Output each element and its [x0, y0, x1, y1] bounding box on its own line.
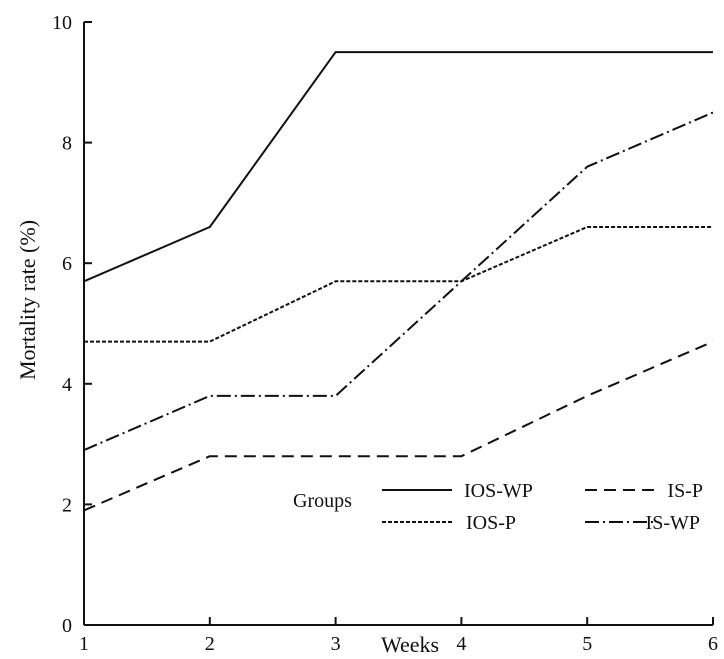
legend-title: Groups — [293, 490, 352, 512]
series-line-ios-wp — [83, 51, 713, 283]
y-tick-label: 8 — [62, 133, 72, 155]
y-tick-label: 4 — [62, 374, 72, 396]
legend: Groups IOS-WP IS-P IOS-P IS-WP — [293, 480, 703, 534]
series-line-is-wp — [83, 111, 714, 452]
x-tick-label: 1 — [79, 633, 89, 655]
series-line-is-p — [83, 340, 714, 512]
y-tick-label: 6 — [62, 253, 72, 275]
y-tick-label: 0 — [62, 615, 72, 637]
series-line-ios-p — [84, 226, 713, 343]
x-tick-label: 3 — [331, 633, 341, 655]
x-tick-label: 5 — [582, 633, 592, 655]
series-group — [83, 51, 714, 512]
legend-label-ios-p: IOS-P — [466, 512, 516, 534]
legend-label-ios-wp: IOS-WP — [464, 480, 533, 502]
legend-label-is-wp: IS-WP — [646, 512, 700, 534]
y-axis-title: Mortality rate (%) — [15, 220, 40, 380]
x-tick-label: 4 — [456, 633, 466, 655]
y-tick-label: 2 — [62, 494, 72, 516]
x-axis-title: Weeks — [381, 632, 439, 657]
x-tick-label: 2 — [205, 633, 215, 655]
x-tick-label: 6 — [708, 633, 718, 655]
y-tick-label: 10 — [52, 12, 72, 34]
legend-label-is-p: IS-P — [667, 480, 703, 502]
